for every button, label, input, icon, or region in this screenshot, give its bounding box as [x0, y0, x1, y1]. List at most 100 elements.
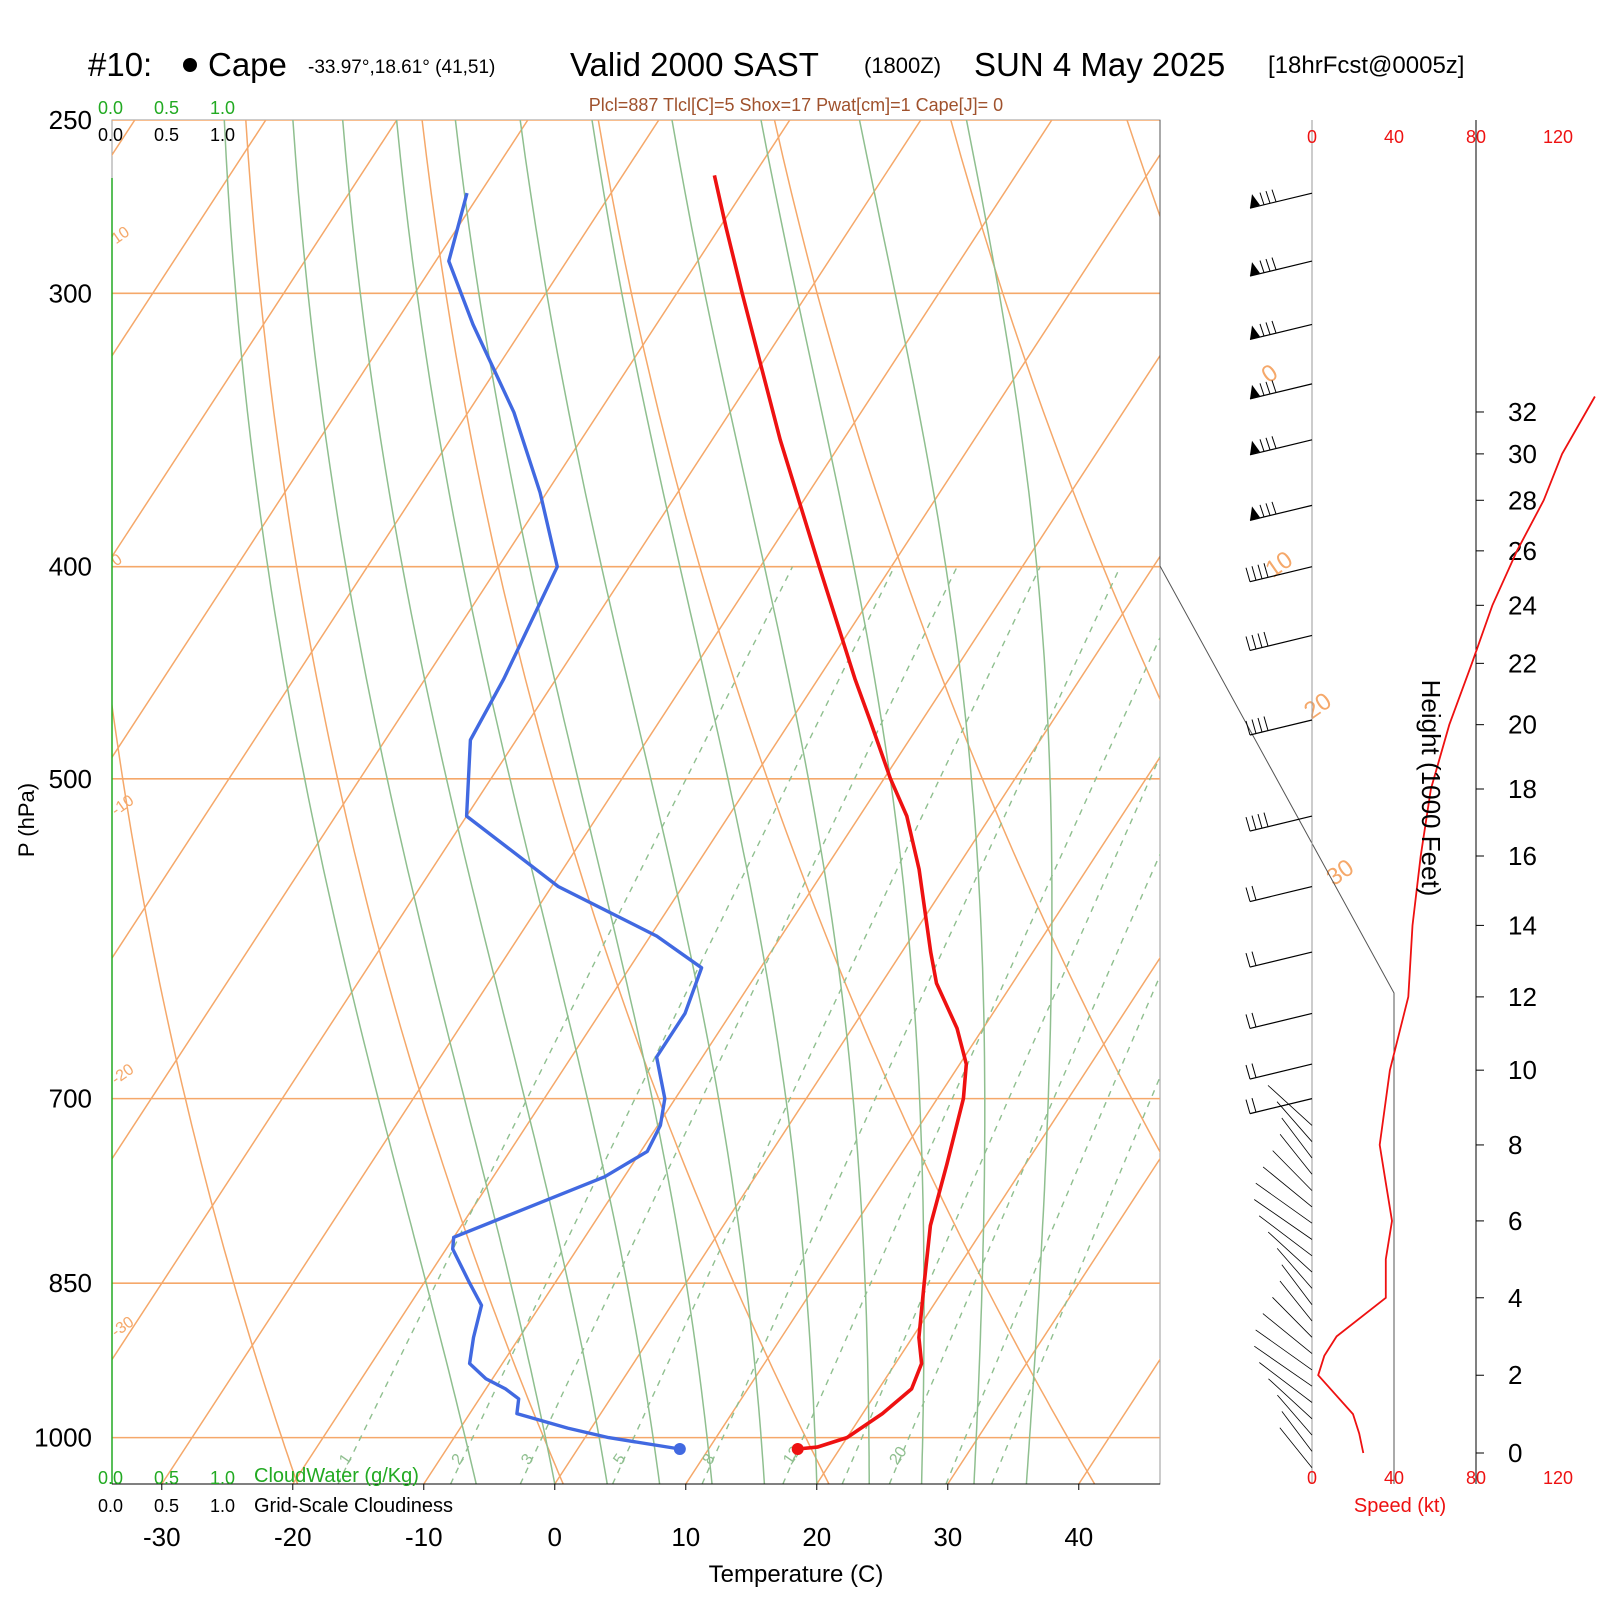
wind-barb-staff [1281, 1411, 1313, 1452]
wind-barb-feather [1245, 1014, 1251, 1029]
wind-barb-staff [1268, 1378, 1313, 1420]
dewpoint-line [447, 192, 704, 1451]
wind-barb-staff [1267, 1085, 1313, 1126]
wind-barb-feather [1263, 812, 1269, 827]
cloudiness-tick-2: 1.0 [210, 125, 235, 145]
isotherm-label: -20 [109, 1061, 138, 1088]
wind-barb-feather [1259, 504, 1265, 518]
wind-barb-staff [1249, 951, 1313, 968]
wind-barb-feather [1251, 1063, 1257, 1078]
dry-adiabat-line [1303, 120, 1600, 1484]
wind-barb-feather [1271, 436, 1277, 449]
cloudiness-label: Grid-Scale Cloudiness [254, 1495, 453, 1517]
pressure-tick-label: 850 [49, 1268, 92, 1298]
moist-adiabat-line [341, 120, 608, 1484]
wind-barb-pennant [1250, 194, 1260, 209]
cloudwater-tick-2-bottom: 1.0 [210, 1468, 235, 1488]
cloud-scale-bottom: 0.0 0.5 1.0 CloudWater (g/Kg) 0.0 0.5 1.… [98, 1465, 453, 1517]
surface-temperature-point [791, 1442, 804, 1455]
wind-barb-staff [1262, 1313, 1313, 1354]
moist-adiabat-line [591, 120, 818, 1484]
wind-barb-staff [1249, 260, 1313, 277]
cloudiness-tick-1-bottom: 0.5 [154, 1496, 179, 1516]
wind-barb-feather [1271, 380, 1277, 393]
speed-tick-label-top: 120 [1543, 127, 1573, 147]
wind-barb-pennant [1250, 440, 1260, 455]
wind-barb-staff [1262, 1166, 1313, 1208]
pressure-ticks: 250 300 400 500 700 850 1000 [34, 105, 92, 1453]
temperature-tick-label: -20 [274, 1522, 312, 1552]
cloudwater-tick-0: 0.0 [98, 98, 123, 118]
isotherm-line [112, 120, 267, 358]
wind-barb-feather [1245, 567, 1251, 582]
background-lines: 1 2 3 5 8 12 20 [112, 120, 1600, 1484]
temperature-tick-label: 30 [933, 1522, 962, 1552]
x-axis-label: Temperature (C) [709, 1561, 884, 1588]
station-number: #10: [88, 46, 152, 83]
speed-tick-label-bottom: 120 [1543, 1468, 1573, 1488]
wind-barb-feather [1245, 1099, 1251, 1114]
wind-barb-feather [1259, 192, 1265, 205]
height-tick-label: 6 [1508, 1206, 1522, 1236]
isotherm-label: -30 [109, 1314, 138, 1341]
cloudiness-tick-0-bottom: 0.0 [98, 1496, 123, 1516]
wind-barb-feather [1265, 437, 1271, 450]
wind-barb-pennant [1250, 325, 1260, 340]
mixing-ratio-line [782, 636, 1160, 1484]
forecast-date: SUN 4 May 2025 [974, 46, 1225, 83]
cloudwater-tick-0-bottom: 0.0 [98, 1468, 123, 1488]
temperature-tick-label: 40 [1064, 1522, 1093, 1552]
speed-tick-label-bottom: 40 [1384, 1468, 1404, 1488]
wind-barb-staff [1254, 1199, 1313, 1240]
wind-barb-staff [1255, 1182, 1313, 1224]
wind-barb-staff [1249, 504, 1313, 521]
cloudiness-tick-2-bottom: 1.0 [210, 1496, 235, 1516]
wind-barb-staff [1249, 566, 1313, 583]
wind-barb-feather [1263, 631, 1269, 647]
isotherm-line [112, 120, 529, 759]
wind-barb-staff [1276, 1101, 1313, 1142]
wind-barb-feather [1259, 383, 1265, 396]
height-tick-label: 16 [1508, 841, 1537, 871]
wind-barb-pennant [1250, 262, 1260, 277]
isotherm-line [816, 956, 1160, 1484]
isotherm-line [292, 153, 1160, 1484]
speed-tick-label-bottom: 0 [1307, 1468, 1317, 1488]
cloudwater-label: CloudWater (g/Kg) [254, 1465, 419, 1487]
temperature-line [712, 175, 969, 1451]
wind-barb-feather [1251, 885, 1257, 901]
pressure-tick-label: 1000 [34, 1423, 92, 1453]
mixing-ratio-line [449, 566, 895, 1484]
height-tick-label: 28 [1508, 485, 1537, 515]
wind-barb-staff [1249, 192, 1313, 209]
wind-barb-staff [1249, 719, 1313, 736]
mixing-ratio-label: 5 [610, 1451, 629, 1468]
height-tick-label: 32 [1508, 397, 1537, 427]
speed-profile [1317, 396, 1596, 1454]
wind-barb-pennant [1250, 384, 1260, 399]
wind-barb-feather [1257, 633, 1263, 648]
moist-adiabat-line [223, 120, 477, 1484]
dry-adiabat-line [597, 120, 1096, 1484]
wind-barb-feather [1271, 189, 1277, 202]
temperature-tick-label: 20 [802, 1522, 831, 1552]
wind-barb-feather [1251, 1097, 1257, 1113]
isotherm-line [685, 755, 1160, 1484]
wind-barb-feather [1245, 720, 1251, 736]
moist-adiabat-line [454, 120, 713, 1484]
wind-barb-staff [1255, 1329, 1313, 1371]
wind-barb-feather [1271, 501, 1277, 515]
wind-barb-feather [1251, 719, 1257, 734]
height-tick-label: 18 [1508, 774, 1537, 804]
wind-barb-feather [1251, 951, 1257, 966]
isotherm-label: 20 [1299, 687, 1336, 724]
speed-tick-label-top: 80 [1466, 127, 1486, 147]
moist-adiabat-line [292, 120, 556, 1484]
temperature-tick-label: 0 [548, 1522, 562, 1552]
height-tick-label: 4 [1508, 1283, 1522, 1313]
wind-barb-staff [1249, 634, 1313, 652]
height-tick-label: 10 [1508, 1055, 1537, 1085]
wind-barb-feather [1257, 717, 1263, 733]
height-axis-label: Height (1000 Feet) [1416, 680, 1446, 897]
pressure-tick-label: 700 [49, 1084, 92, 1114]
